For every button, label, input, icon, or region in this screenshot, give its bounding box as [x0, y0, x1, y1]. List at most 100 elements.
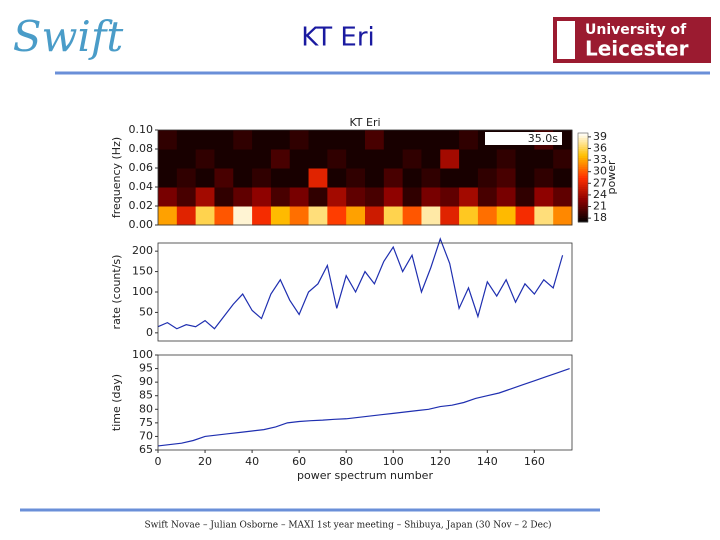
heat-cell: [346, 130, 366, 150]
heat-cell: [515, 168, 535, 188]
y-tick-label: 75: [139, 416, 153, 429]
heat-cell: [327, 168, 347, 188]
heat-cell: [553, 187, 573, 207]
heat-cell: [365, 149, 385, 169]
x-tick-label: 80: [339, 455, 353, 468]
colorbar-step: [578, 199, 588, 203]
heat-cell: [421, 187, 441, 207]
colorbar-tick-label: 21: [593, 200, 607, 213]
axes-frame: [157, 242, 573, 342]
y-tick-label: 100: [132, 285, 153, 298]
annotation-box: [485, 132, 562, 145]
heat-cell: [440, 206, 460, 226]
heat-cell: [158, 149, 178, 169]
heat-cell: [421, 206, 441, 226]
y-tick-label: 90: [139, 375, 153, 388]
heat-cell: [515, 149, 535, 169]
x-tick-label: 0: [155, 455, 162, 468]
colorbar-step: [578, 181, 588, 185]
colorbar-tick-label: 33: [593, 153, 607, 166]
heat-cell: [233, 168, 253, 188]
colorbar-step: [578, 184, 588, 187]
heat-cell: [270, 149, 291, 169]
colorbar-step: [578, 204, 588, 207]
x-tick-label: 160: [524, 455, 545, 468]
colorbar-step: [578, 190, 588, 194]
heat-cell: [477, 149, 498, 169]
y-tick-label: 0.04: [129, 180, 154, 193]
y-tick-label: 0: [146, 326, 153, 339]
colorbar-step: [578, 197, 588, 201]
colorbar-label: power: [605, 160, 618, 194]
x-tick-label: 40: [245, 455, 259, 468]
colorbar-step: [578, 193, 588, 196]
colorbar-tick-label: 30: [593, 165, 607, 178]
y-axis-label: frequency (Hz): [110, 137, 123, 218]
heat-cell: [176, 206, 197, 226]
heat-cell: [346, 149, 366, 169]
heat-cell: [214, 149, 234, 169]
colorbar-step: [578, 135, 588, 138]
heat-cell: [459, 130, 479, 150]
heat-cell: [402, 168, 422, 188]
heat-cell: [214, 187, 234, 207]
slide-title: KT Eri: [301, 23, 375, 53]
heat-cell: [158, 130, 178, 150]
heat-cell: [515, 187, 535, 207]
y-tick-label: 0.10: [129, 123, 154, 136]
colorbar-step: [578, 155, 588, 158]
y-axis-label: time (day): [110, 374, 123, 431]
heat-cell: [158, 206, 178, 226]
colorbar-step: [578, 173, 588, 176]
heat-cell: [270, 130, 291, 150]
heat-cell: [421, 149, 441, 169]
heat-cell: [459, 206, 479, 226]
y-tick-label: 0.02: [129, 199, 154, 212]
heat-cell: [158, 168, 178, 188]
heat-cell: [365, 187, 385, 207]
colorbar-step: [578, 146, 588, 150]
colorbar-step: [578, 170, 588, 174]
colorbar-step: [578, 137, 588, 141]
heat-cell: [308, 187, 328, 207]
heat-cell: [327, 206, 347, 226]
colorbar-step: [578, 195, 588, 199]
heat-cell: [252, 187, 272, 207]
colorbar-step: [578, 148, 588, 152]
y-tick-label: 70: [139, 429, 153, 442]
heat-cell: [534, 187, 554, 207]
colorbar-step: [578, 186, 588, 190]
y-tick-label: 80: [139, 402, 153, 415]
heat-cell: [534, 168, 554, 188]
axes-frame: [157, 354, 573, 451]
heat-cell: [233, 187, 253, 207]
x-axis-label: power spectrum number: [297, 469, 433, 482]
heat-cell: [252, 168, 272, 188]
heat-cell: [365, 206, 385, 226]
heat-cell: [176, 187, 197, 207]
colorbar-tick-label: 36: [593, 141, 607, 154]
heat-cell: [195, 149, 215, 169]
heat-cell: [534, 149, 554, 169]
colorbar-step: [578, 141, 588, 145]
heat-cell: [176, 168, 197, 188]
y-tick-label: 100: [132, 348, 153, 361]
colorbar-step: [578, 219, 588, 223]
heat-cell: [176, 130, 197, 150]
x-tick-label: 20: [198, 455, 212, 468]
heat-cell: [402, 149, 422, 169]
heat-cell: [459, 149, 479, 169]
colorbar-tick-label: 24: [593, 188, 607, 201]
heat-cell: [421, 168, 441, 188]
colorbar-step: [578, 166, 588, 170]
colorbar-step: [578, 161, 588, 165]
y-tick-label: 200: [132, 244, 153, 257]
heat-cell: [477, 187, 498, 207]
heat-cell: [327, 149, 347, 169]
heat-cell: [383, 168, 404, 188]
heat-cell: [289, 168, 310, 188]
heat-cell: [421, 130, 441, 150]
heat-cell: [383, 206, 404, 226]
heat-cell: [477, 168, 498, 188]
heat-cell: [289, 130, 310, 150]
